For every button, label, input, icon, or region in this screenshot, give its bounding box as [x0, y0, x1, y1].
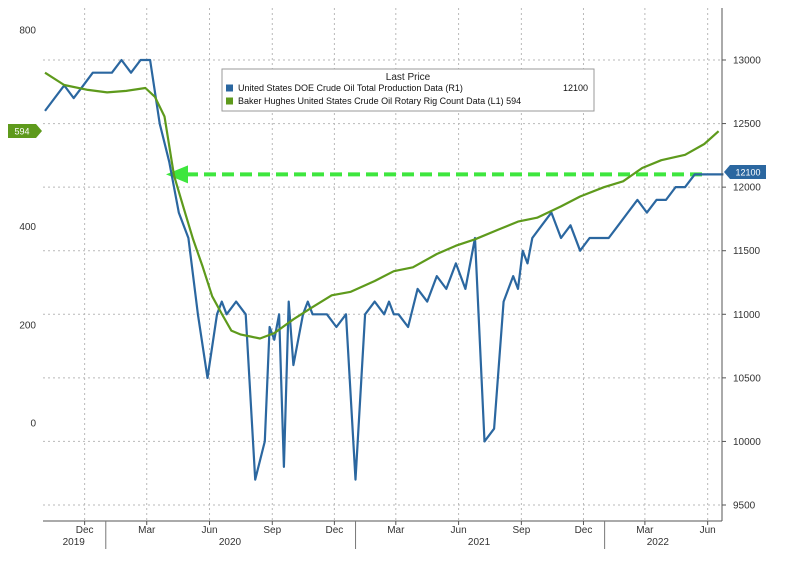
- right-tick-label: 11000: [733, 310, 761, 321]
- legend-label-production: United States DOE Crude Oil Total Produc…: [238, 83, 463, 93]
- right-tick-label: 9500: [733, 501, 756, 512]
- x-year-label: 2022: [647, 537, 670, 548]
- x-year-label: 2020: [219, 537, 242, 548]
- right-flag: 12100: [724, 165, 766, 179]
- left-tick-label: 800: [19, 26, 36, 37]
- x-month-label: Mar: [636, 525, 654, 536]
- x-month-label: Mar: [387, 525, 405, 536]
- left-flag: 594: [8, 124, 42, 138]
- x-month-label: Mar: [138, 525, 156, 536]
- right-tick-label: 12000: [733, 183, 761, 194]
- left-flag-text: 594: [14, 127, 29, 137]
- legend-swatch-rigs: [226, 97, 233, 105]
- x-month-label: Sep: [263, 525, 281, 536]
- right-tick-label: 12500: [733, 119, 761, 130]
- x-month-label: Jun: [201, 525, 217, 536]
- reference-arrow: [166, 165, 706, 184]
- legend: Last Price United States DOE Crude Oil T…: [221, 68, 595, 112]
- last-value-flags: 594 12100: [8, 124, 766, 179]
- right-tick-label: 10000: [733, 437, 761, 448]
- right-tick-label: 10500: [733, 373, 761, 384]
- x-month-label: Jun: [700, 525, 716, 536]
- reference-arrowhead: [166, 165, 188, 184]
- legend-label-rigs: Baker Hughes United States Crude Oil Rot…: [238, 96, 521, 106]
- left-tick-label: 400: [19, 222, 36, 233]
- legend-value-production: 12100: [563, 83, 588, 93]
- series-lines: [44, 58, 724, 481]
- rig-count-series-line: [44, 71, 720, 340]
- x-month-label: Jun: [451, 525, 467, 536]
- x-month-label: Sep: [512, 525, 530, 536]
- left-tick-label: 0: [30, 419, 36, 430]
- x-year-label: 2019: [63, 537, 86, 548]
- right-flag-text: 12100: [735, 168, 760, 178]
- legend-box: [221, 68, 595, 112]
- right-tick-label: 11500: [733, 246, 761, 257]
- x-year-label: 2021: [468, 537, 491, 548]
- x-month-label: Dec: [76, 525, 94, 536]
- legend-swatch-production: [226, 84, 233, 92]
- legend-title: Last Price: [386, 72, 431, 83]
- x-month-label: Dec: [575, 525, 593, 536]
- production-series-line: [44, 58, 724, 481]
- x-month-label: Dec: [325, 525, 343, 536]
- right-tick-label: 13000: [733, 56, 761, 67]
- left-tick-label: 200: [19, 320, 36, 331]
